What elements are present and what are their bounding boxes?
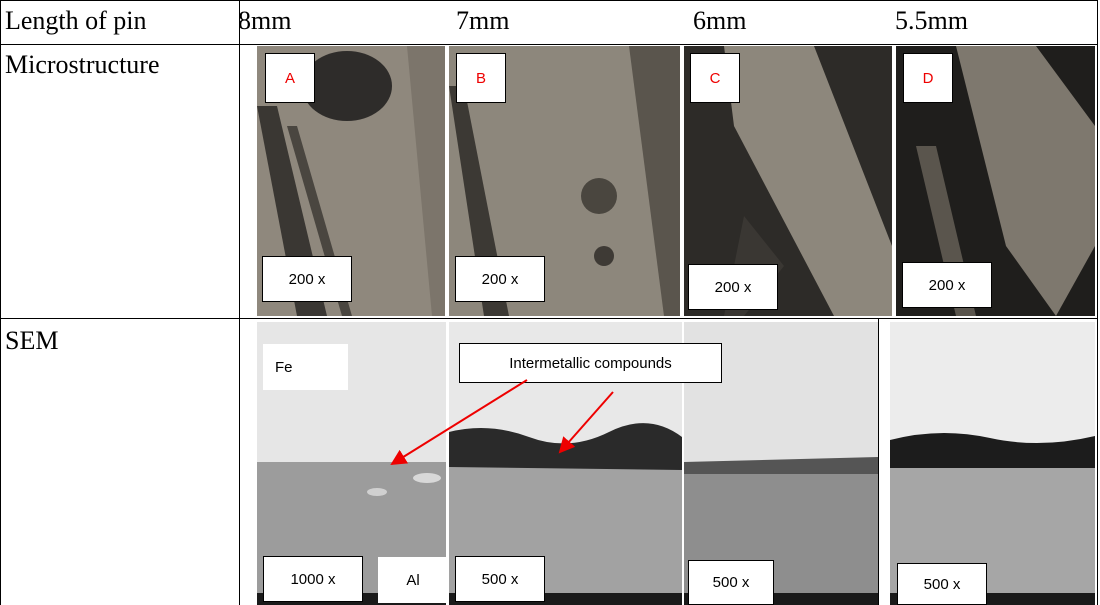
magnification: 500 x [897,563,987,605]
row-label: SEM [5,326,58,356]
panel-tag: B [456,53,506,103]
header-cell: 8mm [238,6,291,36]
magnification: 1000 x [263,556,363,602]
panel-tag: A [265,53,315,103]
panel-tag: D [903,53,953,103]
annotation: Intermetallic compounds [459,343,722,383]
header-cell: 5.5mm [895,6,968,36]
magnification: 500 x [455,556,545,602]
image-divider [878,318,879,605]
row-label: Microstructure [5,50,160,80]
table-border [1097,0,1098,605]
table-border [0,0,1,605]
page: Length of pin 8mm 7mm 6mm 5.5mm Microstr… [0,0,1100,605]
annotation: Al [378,557,448,603]
magnification: 500 x [688,560,774,605]
row-border [0,318,1098,319]
magnification: 200 x [688,264,778,310]
row-border [0,44,1098,45]
magnification: 200 x [455,256,545,302]
annotation: Fe [263,344,348,390]
panel-tag: C [690,53,740,103]
header-cell: 6mm [693,6,746,36]
column-border [239,0,240,605]
table-border [0,0,1098,1]
header-cell: 7mm [456,6,509,36]
magnification: 200 x [262,256,352,302]
magnification: 200 x [902,262,992,308]
header-cell: Length of pin [5,6,147,36]
